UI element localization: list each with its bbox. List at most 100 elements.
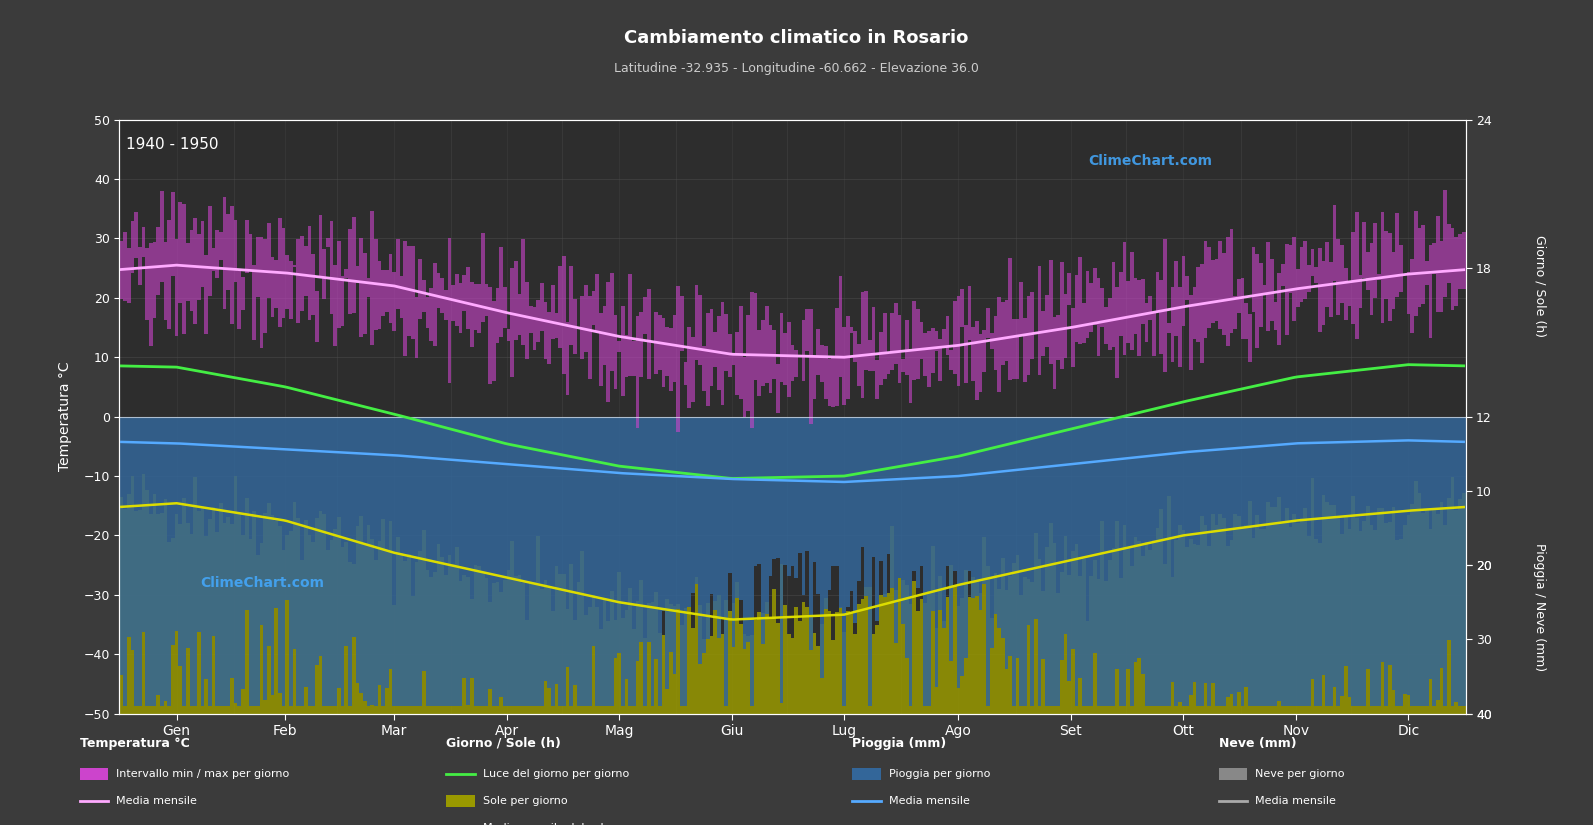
Bar xyxy=(787,417,790,576)
Bar xyxy=(319,417,322,656)
Bar xyxy=(871,417,876,557)
Bar xyxy=(548,587,551,714)
Text: Giorno / Sole (h): Giorno / Sole (h) xyxy=(446,737,561,750)
Bar xyxy=(226,517,229,714)
Bar xyxy=(537,417,540,706)
Bar xyxy=(1163,417,1166,706)
Bar xyxy=(288,531,293,714)
Bar xyxy=(392,272,397,331)
Bar xyxy=(761,417,765,644)
Bar xyxy=(164,242,167,320)
Bar xyxy=(1446,224,1451,283)
Bar xyxy=(285,535,288,714)
Bar xyxy=(941,620,946,714)
Bar xyxy=(927,417,930,706)
Bar xyxy=(1370,525,1373,714)
Bar xyxy=(983,417,986,584)
Bar xyxy=(1149,550,1152,714)
Bar xyxy=(156,228,159,295)
Bar xyxy=(1443,191,1446,297)
Bar xyxy=(1196,266,1200,342)
Bar xyxy=(1188,539,1193,714)
Bar xyxy=(1027,579,1031,714)
Bar xyxy=(809,309,812,424)
Bar xyxy=(1115,417,1118,668)
Bar xyxy=(591,291,596,324)
Bar xyxy=(1104,417,1107,706)
Bar xyxy=(1286,508,1289,714)
Bar xyxy=(632,417,636,706)
Bar xyxy=(444,417,448,706)
Bar xyxy=(433,572,436,714)
Bar xyxy=(429,288,433,341)
Bar xyxy=(333,417,338,706)
Bar xyxy=(338,417,341,688)
Bar xyxy=(827,360,832,406)
Bar xyxy=(1421,417,1426,706)
Bar xyxy=(1141,279,1145,323)
Bar xyxy=(245,220,249,273)
Bar xyxy=(204,417,209,679)
Bar xyxy=(381,270,386,317)
Bar xyxy=(1101,521,1104,714)
Bar xyxy=(1075,544,1078,714)
Bar xyxy=(338,242,341,328)
Bar xyxy=(1185,276,1188,300)
Bar xyxy=(758,611,761,714)
Bar xyxy=(1056,593,1059,714)
Bar xyxy=(1462,417,1466,706)
Bar xyxy=(655,592,658,714)
Bar xyxy=(366,279,370,296)
Bar xyxy=(1104,581,1107,714)
Bar xyxy=(913,301,916,380)
Bar xyxy=(543,302,548,359)
Bar xyxy=(1317,417,1322,706)
Bar xyxy=(905,319,908,375)
Bar xyxy=(1454,237,1458,306)
Bar xyxy=(924,603,927,714)
Bar xyxy=(865,587,868,714)
Bar xyxy=(566,322,569,395)
Bar xyxy=(709,636,714,714)
Bar xyxy=(1219,241,1222,329)
Bar xyxy=(725,417,728,706)
Bar xyxy=(237,417,241,706)
Bar xyxy=(220,232,223,261)
Bar xyxy=(1070,309,1075,367)
Bar xyxy=(1171,287,1174,362)
Bar xyxy=(419,551,422,714)
Bar xyxy=(178,417,182,666)
Bar xyxy=(795,350,798,377)
Bar xyxy=(374,560,378,714)
Bar xyxy=(591,595,596,714)
Bar xyxy=(784,332,787,385)
Bar xyxy=(628,274,632,376)
Bar xyxy=(170,191,175,276)
Bar xyxy=(134,511,139,714)
Bar xyxy=(742,417,747,648)
Bar xyxy=(1193,417,1196,682)
Bar xyxy=(1462,232,1466,289)
Bar xyxy=(1215,260,1219,321)
Bar xyxy=(212,248,215,271)
Bar xyxy=(190,417,193,706)
Bar xyxy=(1306,417,1311,706)
Bar xyxy=(714,417,717,610)
Bar xyxy=(1227,546,1230,714)
Bar xyxy=(153,494,156,714)
Bar xyxy=(1093,560,1096,714)
Bar xyxy=(607,621,610,714)
Bar xyxy=(650,602,655,714)
Bar xyxy=(1348,530,1351,714)
Bar xyxy=(636,601,639,714)
Bar xyxy=(378,541,381,714)
Bar xyxy=(695,578,698,714)
Bar xyxy=(131,476,134,714)
Bar xyxy=(1292,515,1297,714)
Bar xyxy=(319,214,322,276)
Bar xyxy=(164,499,167,714)
Bar xyxy=(554,313,558,337)
Bar xyxy=(209,519,212,714)
Bar xyxy=(1182,530,1185,714)
Bar xyxy=(1418,417,1421,706)
